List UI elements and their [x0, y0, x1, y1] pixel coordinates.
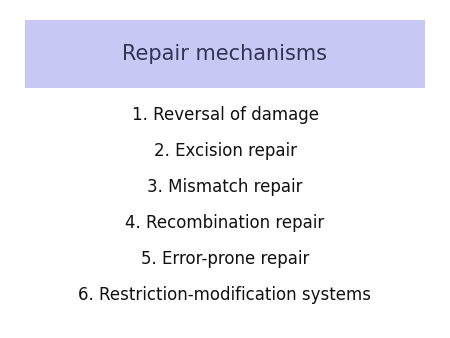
Text: 4. Recombination repair: 4. Recombination repair	[126, 214, 324, 232]
Text: 5. Error-prone repair: 5. Error-prone repair	[141, 250, 309, 268]
Text: Repair mechanisms: Repair mechanisms	[122, 44, 328, 64]
Text: 1. Reversal of damage: 1. Reversal of damage	[131, 106, 319, 124]
FancyBboxPatch shape	[25, 20, 425, 88]
Text: 2. Excision repair: 2. Excision repair	[153, 142, 297, 160]
Text: 3. Mismatch repair: 3. Mismatch repair	[147, 178, 303, 196]
Text: 6. Restriction-modification systems: 6. Restriction-modification systems	[78, 286, 372, 304]
